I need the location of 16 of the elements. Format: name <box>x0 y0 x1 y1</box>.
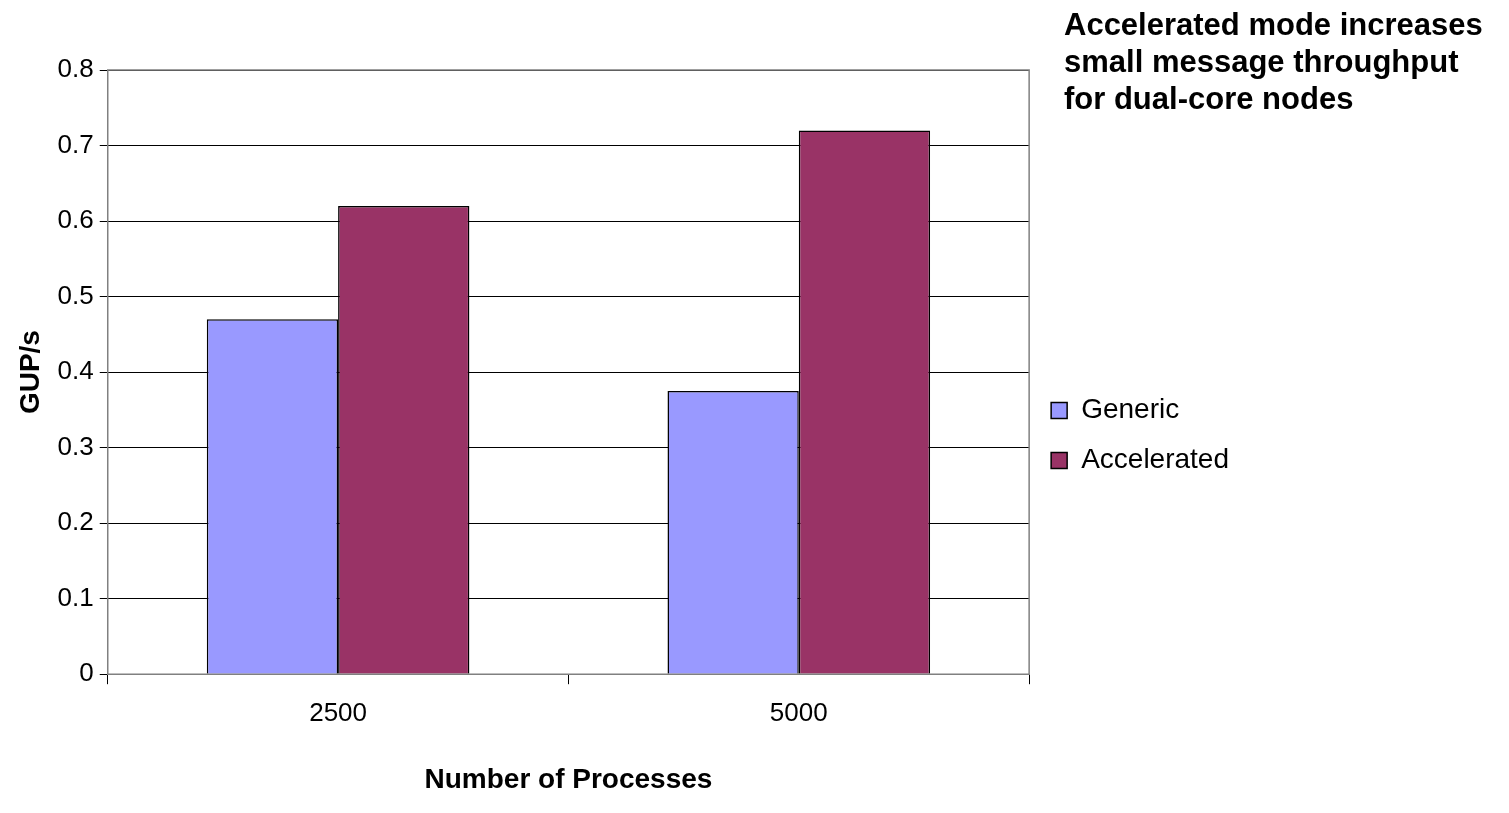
x-tick-label: 5000 <box>769 696 828 727</box>
y-tick-label: 0.4 <box>57 355 94 386</box>
x-tick-label: 2500 <box>309 696 368 727</box>
y-tick-label: 0.1 <box>57 581 94 612</box>
x-axis-title: Number of Processes <box>424 762 713 794</box>
y-tick-label: 0.5 <box>57 279 94 310</box>
legend-label: Accelerated <box>1081 443 1230 475</box>
y-tick-label: 0.6 <box>57 204 94 235</box>
text: Accelerated mode increases small message throughput for dual-core nodes <box>1064 6 1484 117</box>
y-tick-label: 0.7 <box>57 128 94 159</box>
legend-label: Generic <box>1081 393 1180 425</box>
y-tick-label: 0 <box>79 657 94 688</box>
y-tick-label: 0.2 <box>57 506 94 537</box>
y-axis-title: GUP/s <box>13 330 45 415</box>
y-tick-label: 0.8 <box>57 53 94 84</box>
y-tick-label: 0.3 <box>57 430 94 461</box>
